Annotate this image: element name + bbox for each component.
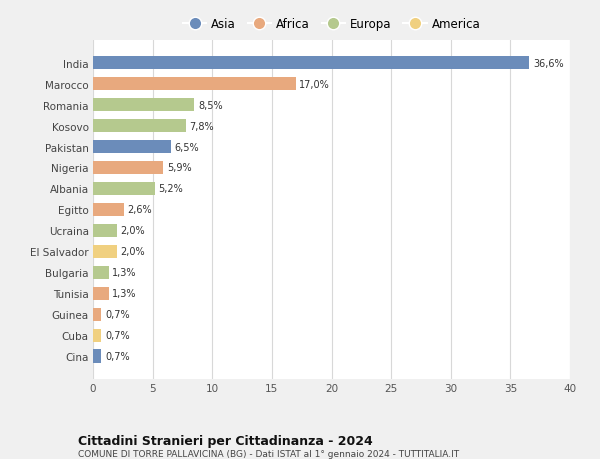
Text: 2,0%: 2,0% [121, 247, 145, 257]
Text: 2,0%: 2,0% [121, 226, 145, 236]
Text: 17,0%: 17,0% [299, 79, 330, 90]
Legend: Asia, Africa, Europa, America: Asia, Africa, Europa, America [178, 13, 485, 36]
Text: 7,8%: 7,8% [190, 121, 214, 131]
Bar [93, 161, 163, 175]
Text: 8,5%: 8,5% [198, 101, 223, 110]
Text: 36,6%: 36,6% [533, 58, 563, 68]
Bar [93, 119, 186, 133]
Text: Cittadini Stranieri per Cittadinanza - 2024: Cittadini Stranieri per Cittadinanza - 2… [78, 434, 373, 447]
Text: 1,3%: 1,3% [112, 268, 137, 278]
Bar [93, 350, 101, 364]
Bar [93, 287, 109, 301]
Bar [93, 78, 296, 91]
Bar [93, 224, 117, 238]
Text: 1,3%: 1,3% [112, 289, 137, 299]
Text: 2,6%: 2,6% [128, 205, 152, 215]
Text: 6,5%: 6,5% [174, 142, 199, 152]
Text: 5,2%: 5,2% [158, 184, 184, 194]
Bar [93, 99, 194, 112]
Text: 0,7%: 0,7% [105, 310, 130, 319]
Text: 0,7%: 0,7% [105, 352, 130, 362]
Bar [93, 329, 101, 342]
Text: 0,7%: 0,7% [105, 330, 130, 341]
Bar [93, 203, 124, 217]
Bar [93, 266, 109, 280]
Bar [93, 140, 170, 154]
Bar [93, 245, 117, 259]
Text: COMUNE DI TORRE PALLAVICINA (BG) - Dati ISTAT al 1° gennaio 2024 - TUTTITALIA.IT: COMUNE DI TORRE PALLAVICINA (BG) - Dati … [78, 449, 459, 458]
Bar [93, 56, 529, 70]
Text: 5,9%: 5,9% [167, 163, 191, 173]
Bar [93, 182, 155, 196]
Bar [93, 308, 101, 321]
